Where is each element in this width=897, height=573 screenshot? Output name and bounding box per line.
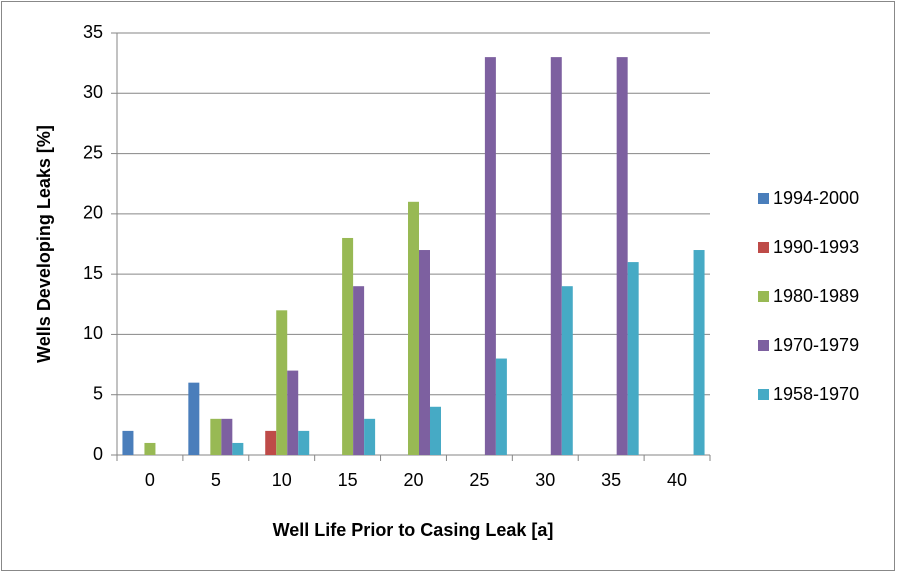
y-tick-label: 10 xyxy=(83,323,103,343)
bar xyxy=(232,442,244,455)
y-tick-label: 25 xyxy=(83,142,103,162)
bar xyxy=(627,262,639,455)
bar xyxy=(122,430,134,455)
bar xyxy=(353,286,365,455)
bar xyxy=(342,237,354,455)
bar xyxy=(430,406,441,455)
bar xyxy=(265,430,277,455)
bar xyxy=(210,418,222,455)
x-tick-label: 5 xyxy=(211,470,221,490)
x-tick-label: 20 xyxy=(403,470,423,490)
y-tick-label: 0 xyxy=(93,444,103,464)
x-tick-label: 40 xyxy=(667,470,687,490)
y-tick-label: 35 xyxy=(83,22,103,42)
bar xyxy=(188,382,200,455)
legend-swatch xyxy=(758,389,769,400)
bar xyxy=(616,57,628,455)
x-tick-label: 30 xyxy=(535,470,555,490)
bar xyxy=(276,310,288,455)
bar xyxy=(221,418,233,455)
bar xyxy=(484,57,496,455)
bar xyxy=(550,57,562,455)
x-tick-label: 35 xyxy=(601,470,621,490)
legend-swatch xyxy=(758,291,769,302)
bar xyxy=(408,201,419,455)
bar xyxy=(495,358,507,455)
y-tick-label: 5 xyxy=(93,383,103,403)
legend-swatch xyxy=(758,340,769,351)
legend-label: 1994-2000 xyxy=(773,188,859,208)
legend-label: 1990-1993 xyxy=(773,237,859,257)
legend-swatch xyxy=(758,193,769,204)
bar xyxy=(364,418,376,455)
legend-label: 1980-1989 xyxy=(773,286,859,306)
legend-label: 1958-1970 xyxy=(773,384,859,404)
bar xyxy=(419,250,430,455)
y-axis-title: Wells Developing Leaks [%] xyxy=(34,125,54,363)
y-tick-label: 15 xyxy=(83,263,103,283)
x-axis-title: Well Life Prior to Casing Leak [a] xyxy=(273,520,554,540)
y-tick-label: 20 xyxy=(83,203,103,223)
y-tick-label: 30 xyxy=(83,82,103,102)
legend-label: 1970-1979 xyxy=(773,335,859,355)
bar xyxy=(693,250,705,455)
x-tick-label: 10 xyxy=(272,470,292,490)
bar xyxy=(144,442,156,455)
x-tick-label: 25 xyxy=(469,470,489,490)
x-tick-label: 15 xyxy=(338,470,358,490)
legend-swatch xyxy=(758,242,769,253)
x-tick-label: 0 xyxy=(145,470,155,490)
bar xyxy=(287,370,299,455)
bar xyxy=(561,286,573,455)
bar xyxy=(298,430,310,455)
